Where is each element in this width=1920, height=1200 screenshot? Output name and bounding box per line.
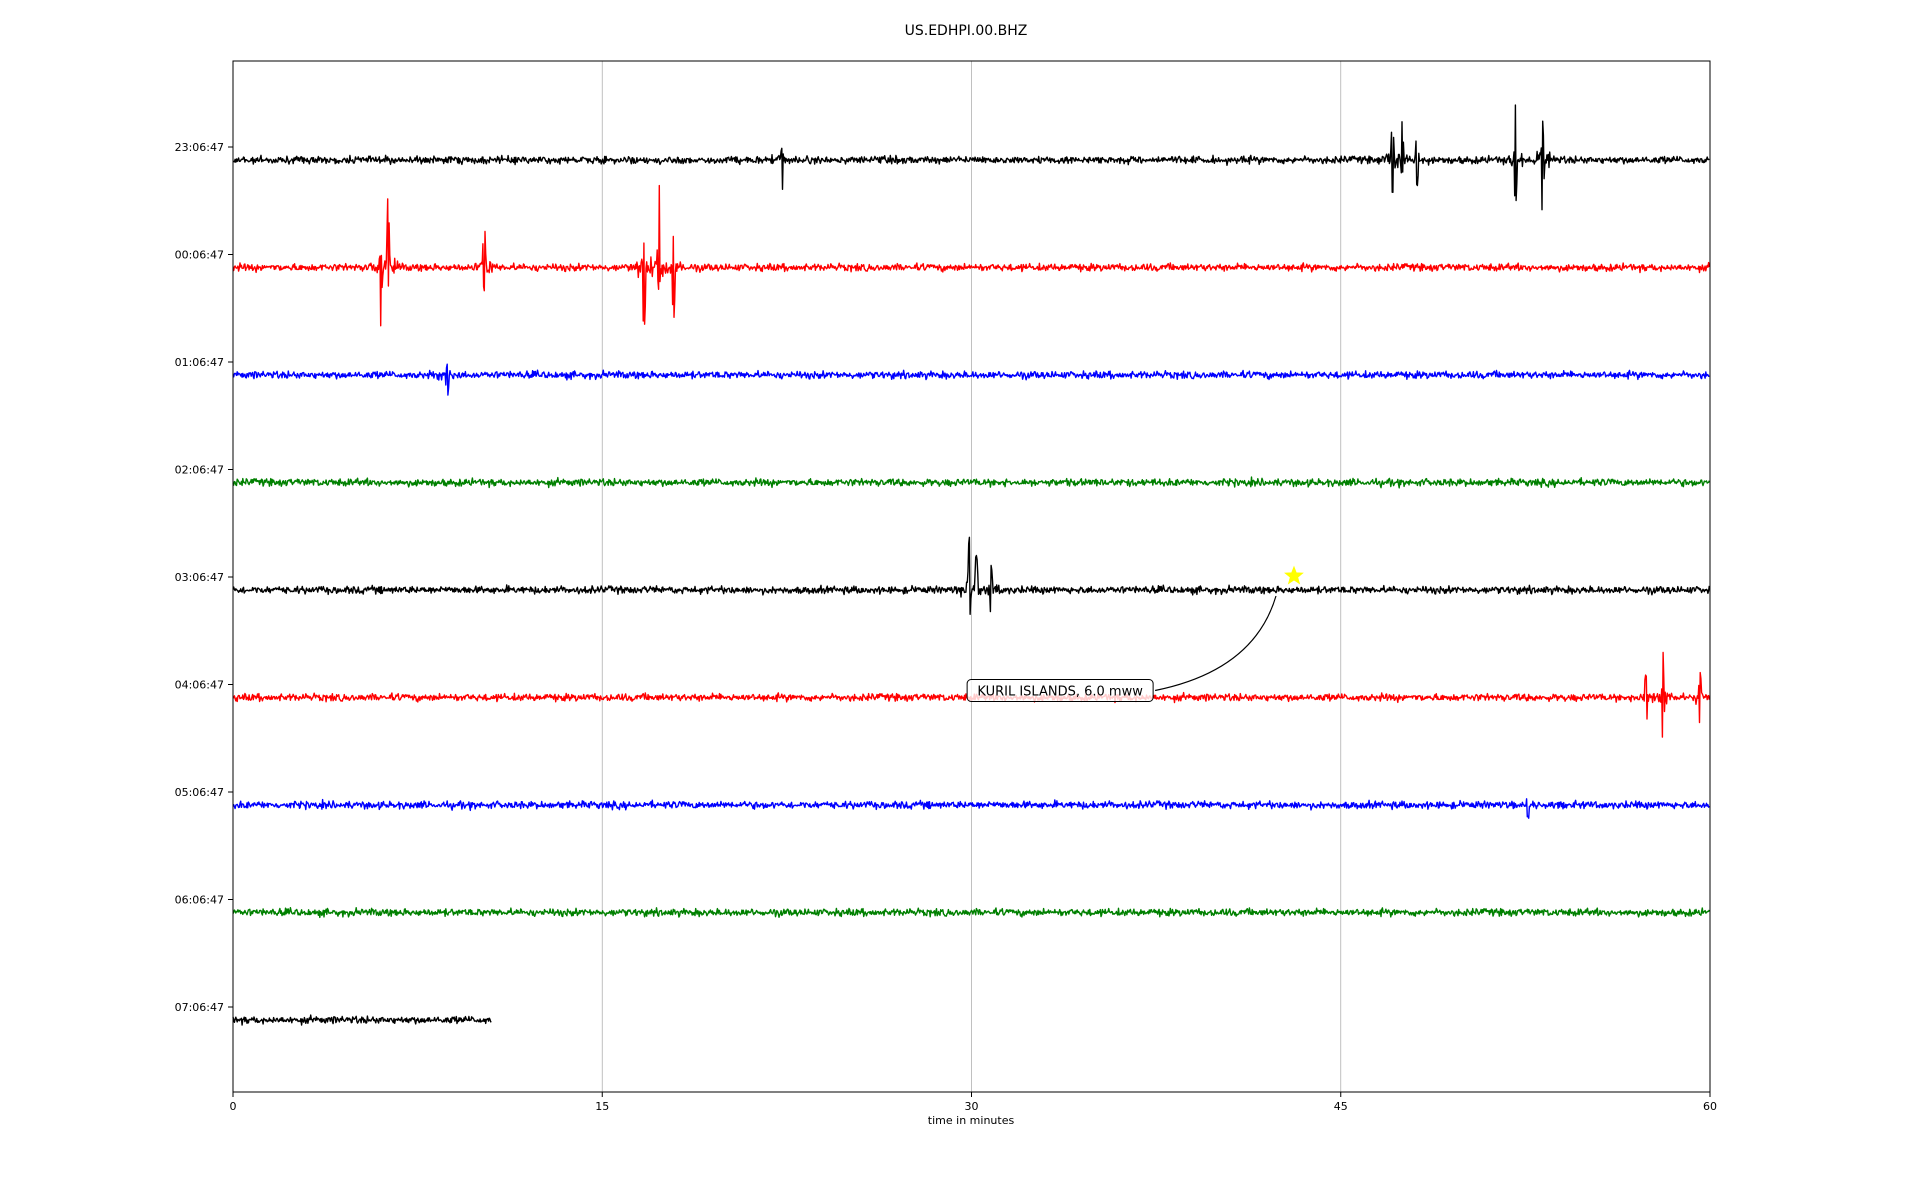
x-tick-label: 60: [1703, 1100, 1717, 1113]
x-axis-ticks: 0 15 30 45 60: [230, 1092, 1717, 1113]
chart-title: US.EDHPI.00.BHZ: [905, 23, 1028, 39]
row-time-label: 00:06:47: [175, 249, 224, 262]
trace-line: [232, 184, 1710, 327]
x-axis-label: time in minutes: [928, 1114, 1015, 1127]
x-tick-label: 45: [1334, 1100, 1348, 1113]
trace-line: [232, 1014, 492, 1026]
event-star-marker: [1284, 565, 1304, 585]
row-time-label: 04:06:47: [175, 679, 224, 692]
trace-line: [232, 363, 1710, 396]
row-time-label: 05:06:47: [175, 786, 224, 799]
x-tick-label: 0: [230, 1100, 237, 1113]
row-time-label: 07:06:47: [175, 1001, 224, 1014]
trace-line: [232, 104, 1710, 211]
row-time-label: 06:06:47: [175, 894, 224, 907]
y-tick-labels: 23:06:47 00:06:47 01:06:47 02:06:47 03:06:47…: [175, 141, 233, 1014]
row-time-label: 03:06:47: [175, 571, 224, 584]
plot-frame: [232, 60, 1711, 1093]
row-time-label: 02:06:47: [175, 464, 224, 477]
trace-line: [232, 476, 1710, 489]
event-label-box: [966, 679, 1154, 702]
trace-line: [232, 798, 1710, 819]
x-tick-label: 30: [965, 1100, 979, 1113]
trace-line: [232, 907, 1710, 919]
trace-line: [232, 536, 1710, 615]
vertical-gridlines: [601, 61, 1342, 1092]
row-time-label: 23:06:47: [175, 141, 224, 154]
event-annotation: KURIL ISLANDS, 6.0 mww: [966, 565, 1304, 702]
row-time-label: 01:06:47: [175, 356, 224, 369]
x-tick-label: 15: [595, 1100, 609, 1113]
annotation-connector: [1155, 595, 1277, 692]
event-label: KURIL ISLANDS, 6.0 mww: [977, 685, 1143, 700]
